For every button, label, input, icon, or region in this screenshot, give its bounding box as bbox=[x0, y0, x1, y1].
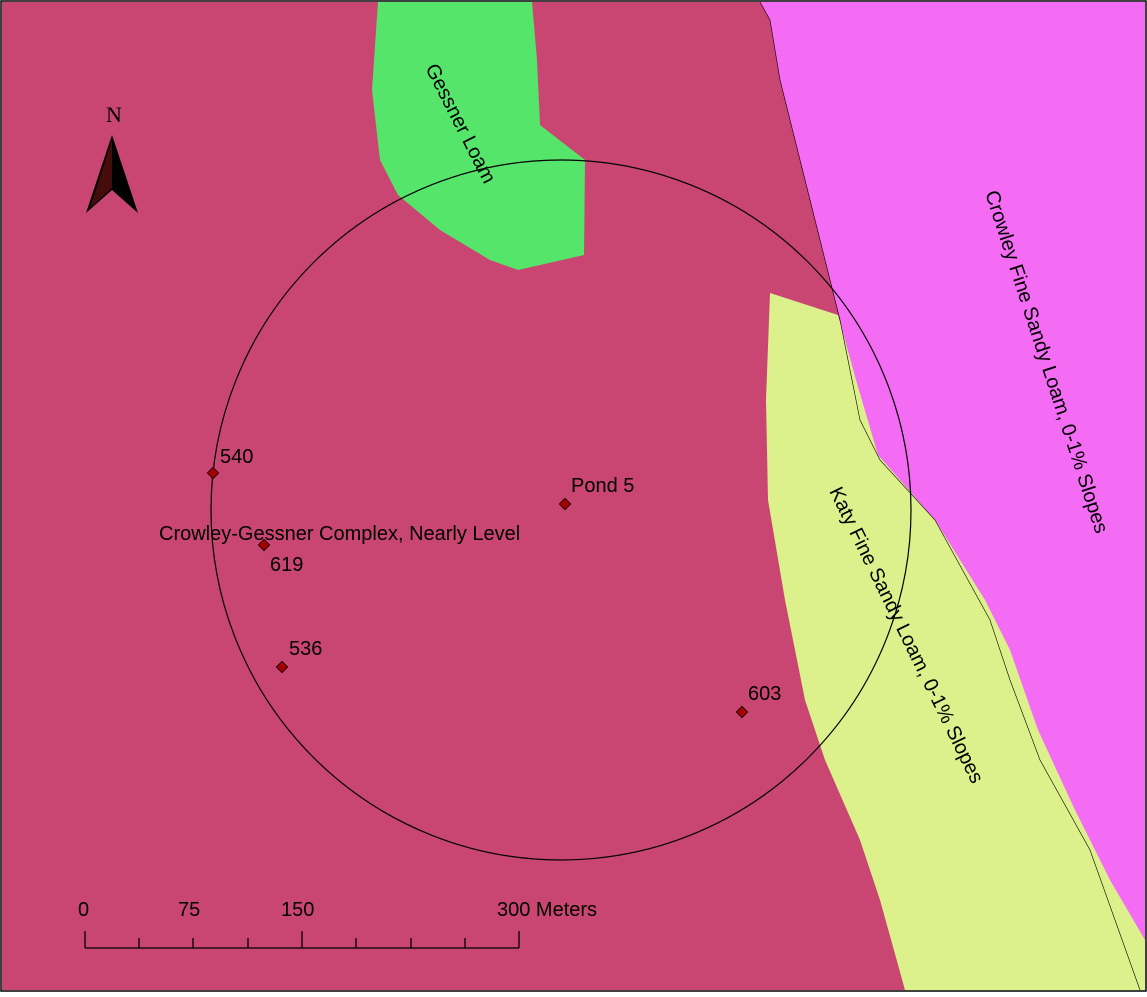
scale-label-0: 0 bbox=[78, 899, 89, 921]
crowley-gessner-complex-label: Crowley-Gessner Complex, Nearly Level bbox=[159, 523, 520, 545]
scale-label-150: 150 bbox=[281, 899, 314, 921]
gessner-loam-region bbox=[372, 2, 585, 270]
scale-bar: 0 75 150 300 Meters bbox=[78, 899, 597, 949]
crowley-fine-sandy-loam-region bbox=[760, 2, 1145, 990]
point-619[interactable]: 619 bbox=[257, 538, 303, 576]
boundary-line bbox=[759, 1, 1141, 991]
point-label: 536 bbox=[289, 638, 322, 660]
point-label: 619 bbox=[270, 554, 303, 576]
north-label: N bbox=[106, 102, 122, 127]
point-label: 603 bbox=[748, 683, 781, 705]
point-label: Pond 5 bbox=[571, 475, 634, 497]
point-540[interactable]: 540 bbox=[206, 446, 253, 480]
north-arrow-icon bbox=[86, 135, 138, 213]
point-536[interactable]: 536 bbox=[275, 638, 322, 674]
buffer-circle bbox=[210, 159, 912, 861]
scale-label-300-meters: 300 Meters bbox=[497, 899, 597, 921]
north-arrow: N bbox=[86, 102, 138, 213]
scale-label-75: 75 bbox=[178, 899, 200, 921]
point-603[interactable]: 603 bbox=[735, 683, 781, 719]
point-pond-5[interactable]: Pond 5 bbox=[558, 475, 634, 511]
point-label: 540 bbox=[220, 446, 253, 468]
katy-fine-sandy-loam-region bbox=[766, 293, 1145, 990]
